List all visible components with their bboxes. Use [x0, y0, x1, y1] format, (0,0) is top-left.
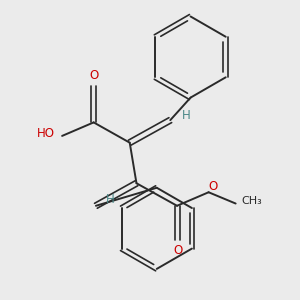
Text: HO: HO: [37, 127, 55, 140]
Text: H: H: [182, 109, 190, 122]
Text: O: O: [89, 69, 98, 82]
Text: O: O: [173, 244, 183, 257]
Text: O: O: [208, 180, 218, 193]
Text: H: H: [106, 193, 115, 206]
Text: CH₃: CH₃: [241, 196, 262, 206]
